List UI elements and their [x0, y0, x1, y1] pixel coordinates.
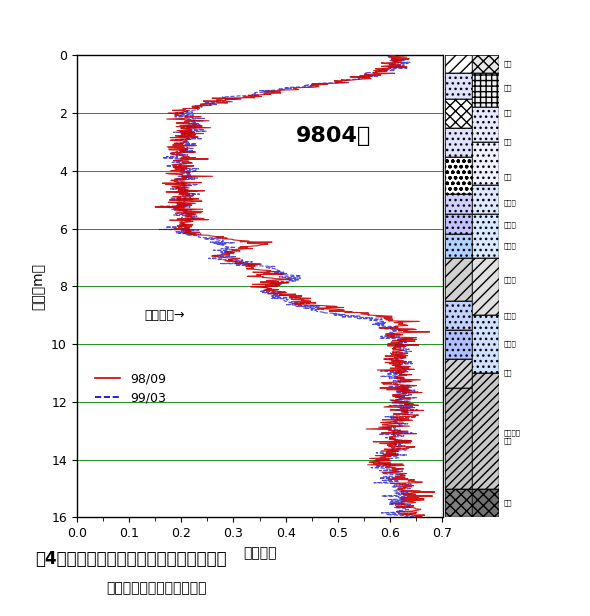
- Bar: [472, 373, 499, 488]
- Bar: [445, 214, 472, 235]
- Bar: [445, 488, 472, 517]
- Text: 9804孔: 9804孔: [296, 126, 372, 146]
- Bar: [445, 257, 472, 301]
- Bar: [445, 214, 472, 235]
- Text: 砂礫: 砂礫: [504, 84, 512, 91]
- Bar: [445, 359, 472, 387]
- Text: シルト質
礫岩: シルト質 礫岩: [504, 429, 521, 444]
- Bar: [472, 488, 499, 517]
- Text: 腐炭質: 腐炭質: [504, 341, 517, 347]
- Bar: [445, 73, 472, 99]
- Bar: [472, 214, 499, 257]
- Bar: [445, 194, 472, 214]
- Text: 岩盤: 岩盤: [504, 500, 512, 506]
- Bar: [445, 99, 472, 128]
- Bar: [472, 73, 499, 107]
- Bar: [445, 330, 472, 359]
- Text: 礫岩: 礫岩: [504, 110, 512, 116]
- Text: 含砂礫: 含砂礫: [504, 243, 517, 249]
- Text: 図4　中性子水分検層計数率比の季別変化: 図4 中性子水分検層計数率比の季別変化: [35, 549, 227, 567]
- Bar: [472, 257, 499, 315]
- X-axis label: 計数率比: 計数率比: [243, 546, 276, 560]
- Bar: [445, 301, 472, 330]
- Bar: [445, 359, 472, 387]
- Bar: [445, 73, 472, 99]
- Bar: [445, 488, 472, 517]
- Text: 盛土: 盛土: [504, 61, 512, 67]
- Bar: [445, 387, 472, 488]
- Bar: [472, 142, 499, 185]
- Bar: [445, 55, 472, 73]
- Bar: [472, 488, 499, 517]
- Bar: [445, 99, 472, 128]
- Bar: [445, 128, 472, 156]
- Text: 含砂礫: 含砂礫: [504, 312, 517, 318]
- Bar: [472, 185, 499, 214]
- Text: （地下水資源研究室測定）: （地下水資源研究室測定）: [106, 582, 206, 596]
- Y-axis label: 深度（m）: 深度（m）: [31, 263, 45, 310]
- Bar: [445, 235, 472, 257]
- Bar: [445, 387, 472, 488]
- Text: 礫岩: 礫岩: [504, 370, 512, 376]
- Bar: [445, 257, 472, 301]
- Bar: [472, 73, 499, 107]
- Text: 腐炭質: 腐炭質: [504, 276, 517, 283]
- Bar: [445, 301, 472, 330]
- Bar: [472, 107, 499, 142]
- Bar: [445, 194, 472, 214]
- Bar: [472, 315, 499, 373]
- Text: 細粒砂: 細粒砂: [504, 221, 517, 228]
- Bar: [445, 156, 472, 194]
- Bar: [472, 55, 499, 73]
- Bar: [472, 107, 499, 142]
- Bar: [445, 128, 472, 156]
- Bar: [472, 214, 499, 257]
- Bar: [472, 257, 499, 315]
- Bar: [472, 315, 499, 373]
- Text: 地下水面→: 地下水面→: [145, 309, 185, 322]
- Bar: [445, 156, 472, 194]
- Text: 砂礫: 砂礫: [504, 139, 512, 145]
- Bar: [445, 55, 472, 73]
- Legend: 98/09, 99/03: 98/09, 99/03: [90, 367, 171, 410]
- Bar: [445, 330, 472, 359]
- Bar: [472, 142, 499, 185]
- Bar: [472, 55, 499, 73]
- Text: 礫岩: 礫岩: [504, 174, 512, 180]
- Bar: [472, 373, 499, 488]
- Text: 細粒砂: 細粒砂: [504, 200, 517, 206]
- Bar: [472, 185, 499, 214]
- Bar: [445, 235, 472, 257]
